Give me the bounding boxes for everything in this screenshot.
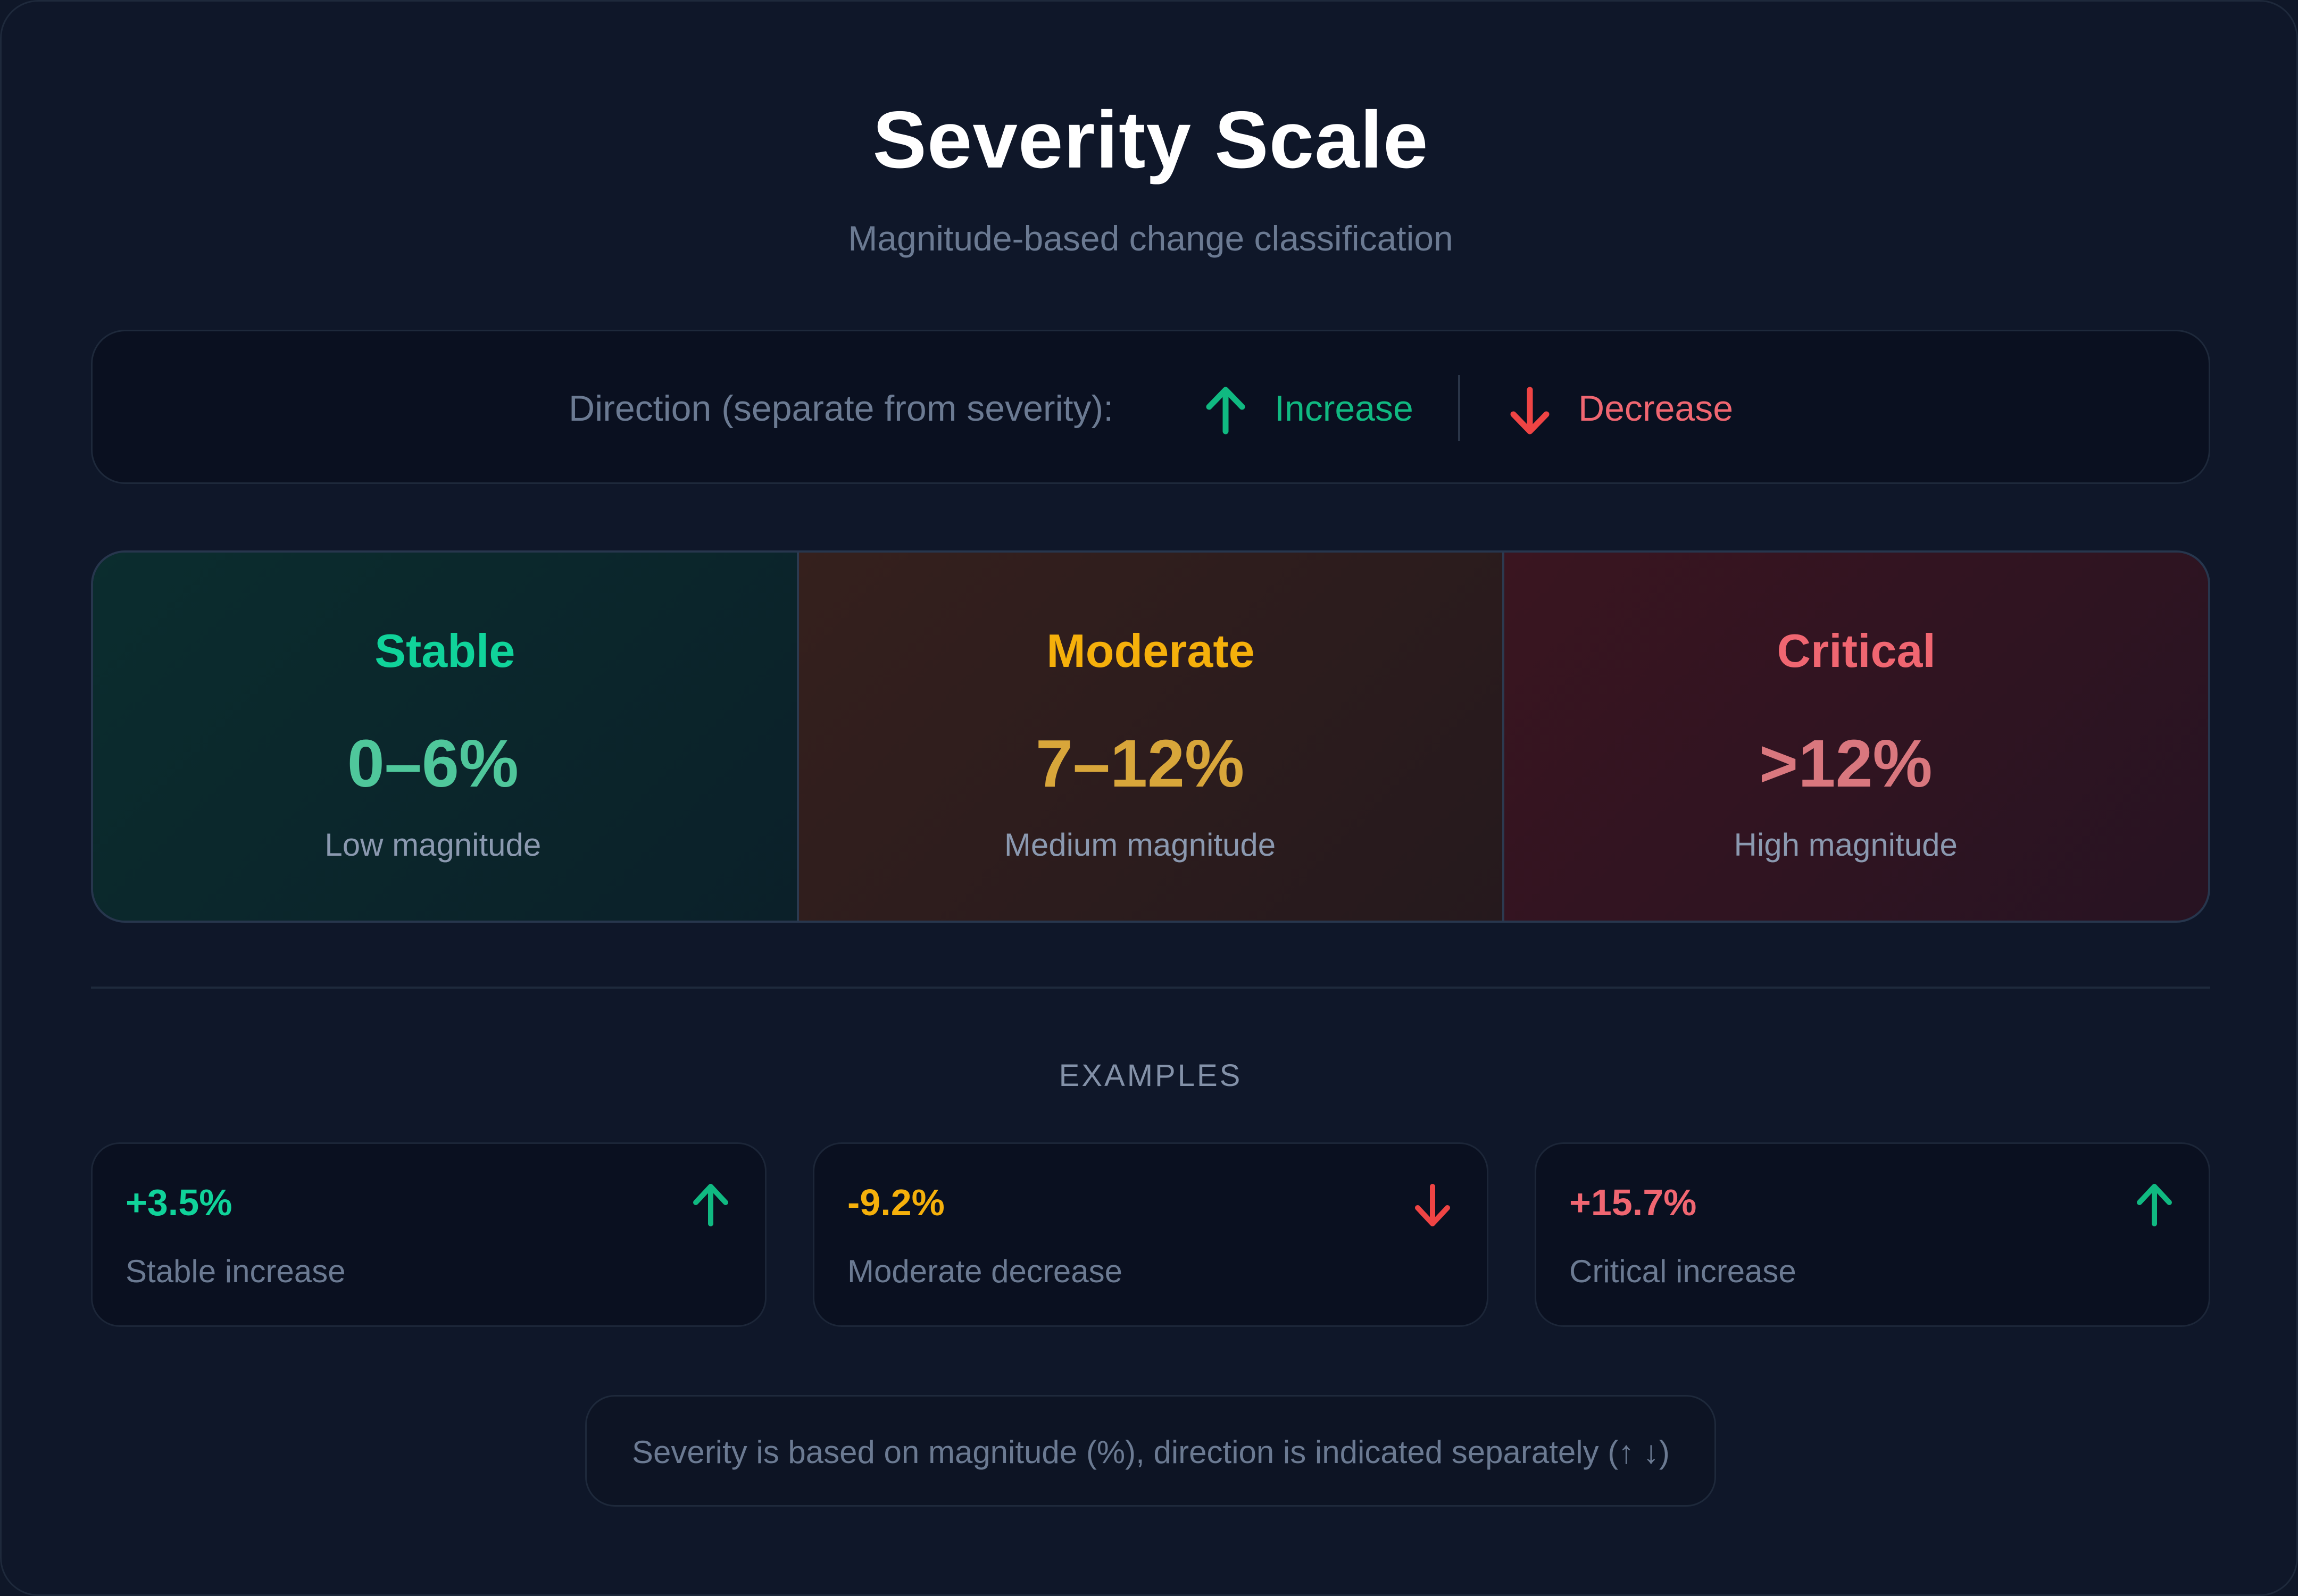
example-label: Critical increase xyxy=(1569,1254,1796,1289)
page-title: Severity Scale xyxy=(872,95,1429,185)
direction-increase-label: Increase xyxy=(1275,388,1413,429)
level-name: Moderate xyxy=(1046,624,1255,677)
arrow-down-icon xyxy=(1415,1184,1450,1226)
arrow-down-icon xyxy=(1510,387,1550,434)
example-value: -9.2% xyxy=(847,1182,945,1223)
examples-heading: EXAMPLES xyxy=(1059,1058,1243,1093)
example-card-stable: +3.5% Stable increase xyxy=(91,1142,767,1327)
level-description: Medium magnitude xyxy=(1004,827,1276,863)
level-moderate: Moderate 7–12% Medium magnitude xyxy=(796,553,1503,921)
footnote-box: Severity is based on magnitude (%), dire… xyxy=(585,1395,1716,1507)
severity-levels: Stable 0–6% Low magnitude Moderate 7–12%… xyxy=(91,550,2210,923)
section-divider xyxy=(91,987,2210,989)
level-name: Stable xyxy=(374,624,515,677)
level-stable: Stable 0–6% Low magnitude xyxy=(93,553,797,921)
direction-legend: Direction (separate from severity): Incr… xyxy=(91,330,2210,484)
arrow-up-icon xyxy=(2137,1184,2172,1226)
example-value: +15.7% xyxy=(1569,1182,1697,1223)
level-description: Low magnitude xyxy=(324,827,542,863)
example-label: Stable increase xyxy=(126,1254,346,1289)
example-card-critical: +15.7% Critical increase xyxy=(1535,1142,2210,1327)
arrow-up-icon xyxy=(1206,387,1245,434)
level-range: 0–6% xyxy=(347,726,519,801)
footnote-text: Severity is based on magnitude (%), dire… xyxy=(632,1434,1670,1470)
direction-label: Direction (separate from severity): xyxy=(569,388,1114,429)
page-subtitle: Magnitude-based change classification xyxy=(848,219,1453,258)
arrow-up-icon xyxy=(693,1184,728,1226)
example-label: Moderate decrease xyxy=(847,1254,1122,1289)
level-critical: Critical >12% High magnitude xyxy=(1502,553,2208,921)
level-range: >12% xyxy=(1759,726,1933,801)
direction-divider xyxy=(1458,375,1460,441)
level-range: 7–12% xyxy=(1035,726,1245,801)
direction-decrease-label: Decrease xyxy=(1578,388,1734,429)
level-name: Critical xyxy=(1777,624,1936,677)
example-value: +3.5% xyxy=(126,1182,232,1223)
example-card-moderate: -9.2% Moderate decrease xyxy=(813,1142,1488,1327)
level-description: High magnitude xyxy=(1734,827,1958,863)
